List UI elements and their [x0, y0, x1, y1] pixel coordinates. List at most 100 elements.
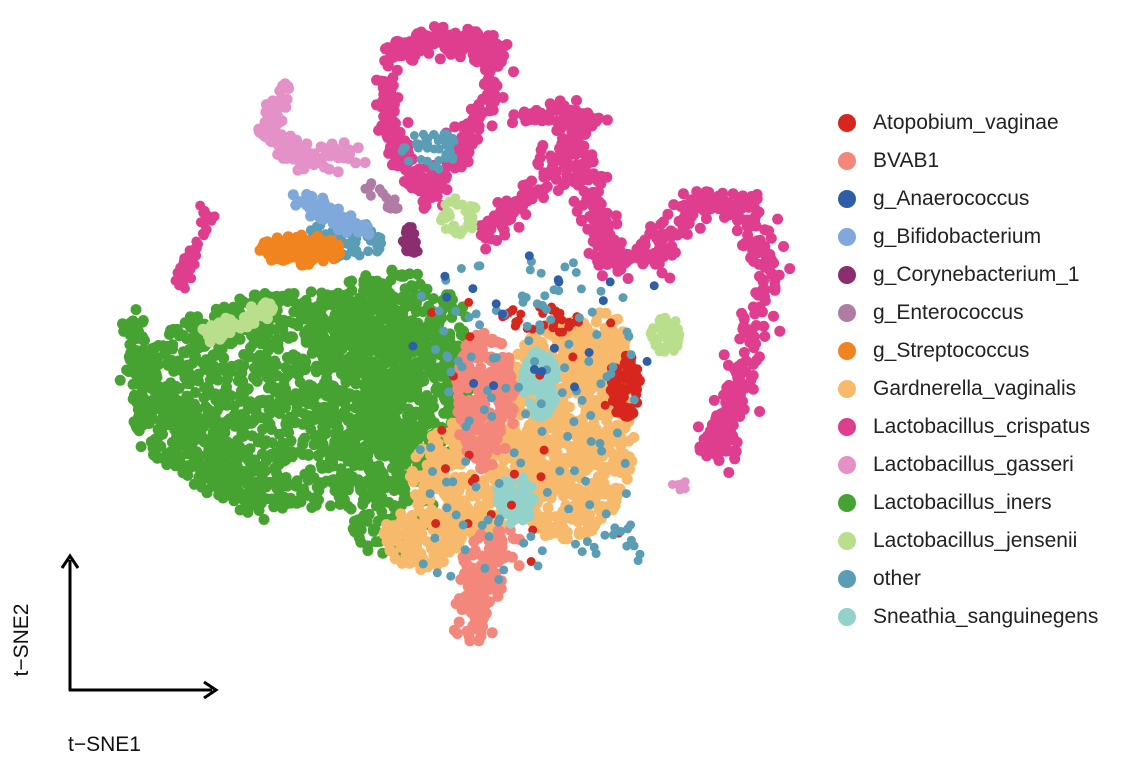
scatter-point [429, 30, 440, 42]
scatter-point [153, 340, 165, 351]
scatter-point [434, 53, 446, 65]
scatter-point [114, 374, 126, 386]
scatter-points [114, 21, 796, 647]
scatter-point [595, 170, 607, 182]
scatter-point [328, 350, 340, 362]
scatter-point [424, 189, 436, 200]
scatter-point [375, 314, 387, 326]
scatter-point [717, 198, 729, 210]
scatter-point [550, 395, 561, 406]
scatter-point [196, 481, 208, 493]
scatter-point [413, 321, 425, 333]
scatter-point [178, 440, 190, 452]
scatter-point [402, 495, 414, 507]
scatter-point [137, 316, 149, 328]
scatter-point [346, 302, 358, 314]
scatter-point [492, 336, 503, 348]
scatter-point [403, 387, 415, 399]
scatter-point [315, 299, 327, 311]
scatter-point [481, 492, 493, 504]
scatter-point [474, 111, 486, 123]
scatter-point [747, 383, 759, 395]
scatter-point [551, 447, 563, 459]
scatter-point [764, 261, 775, 273]
scatter-point [420, 408, 432, 420]
scatter-point [331, 409, 343, 421]
scatter-point [685, 202, 697, 214]
scatter-point [754, 406, 766, 417]
scatter-point [304, 391, 316, 403]
scatter-point [379, 346, 391, 358]
scatter-point [426, 430, 438, 442]
scatter-point [610, 347, 622, 359]
scatter-point [177, 467, 189, 479]
scatter-point [390, 340, 402, 352]
scatter-point [352, 367, 364, 379]
scatter-point [242, 351, 254, 363]
scatter-point [480, 243, 492, 255]
scatter-point [694, 222, 706, 234]
scatter-point [118, 325, 130, 337]
scatter-point [352, 317, 364, 329]
scatter-point [373, 124, 385, 136]
scatter-point [572, 483, 584, 495]
scatter-point [553, 527, 565, 539]
scatter-point [572, 131, 584, 143]
scatter-point [211, 404, 223, 416]
scatter-point [348, 339, 360, 350]
scatter-point [316, 325, 328, 337]
scatter-point [754, 270, 765, 282]
scatter-point [342, 429, 353, 440]
scatter-point [200, 460, 212, 472]
scatter-point [286, 451, 298, 463]
scatter-point [478, 599, 490, 611]
scatter-point [256, 397, 268, 409]
scatter-point [358, 452, 370, 464]
scatter-point [731, 436, 743, 448]
scatter-point [226, 360, 238, 372]
scatter-point [716, 431, 728, 443]
scatter-point [414, 179, 426, 191]
scatter-point [277, 437, 289, 449]
scatter-point [373, 486, 385, 498]
scatter-point [167, 355, 178, 367]
scatter-point [411, 537, 423, 549]
scatter-point [137, 334, 149, 346]
scatter-point [314, 429, 326, 440]
scatter-point [731, 405, 743, 416]
scatter-point [329, 485, 341, 497]
scatter-point [430, 326, 442, 338]
scatter-point [387, 440, 399, 452]
scatter-point [588, 249, 600, 261]
scatter-point [493, 216, 505, 228]
scatter-point [596, 270, 608, 282]
scatter-point [209, 388, 221, 400]
scatter-point [718, 417, 730, 429]
scatter-point [540, 511, 552, 523]
scatter-point [478, 327, 490, 339]
scatter-point [377, 82, 389, 94]
scatter-point [157, 382, 169, 394]
scatter-point [359, 405, 371, 417]
scatter-point [184, 313, 196, 325]
scatter-point [409, 489, 421, 501]
scatter-point [299, 432, 311, 444]
scatter-point [645, 221, 657, 233]
scatter-point [731, 225, 743, 237]
scatter-point [239, 385, 251, 397]
scatter-point [605, 447, 617, 459]
scatter-point [430, 547, 442, 559]
scatter-point [599, 216, 611, 227]
scatter-point [130, 304, 142, 316]
scatter-point [388, 291, 400, 303]
scatter-point [363, 463, 375, 475]
scatter-point [369, 391, 381, 403]
scatter-point [199, 382, 211, 394]
scatter-point [778, 241, 789, 252]
scatter-point [664, 272, 676, 284]
scatter-point [723, 467, 735, 478]
scatter-point [204, 365, 216, 377]
scatter-point [590, 200, 602, 212]
scatter-point [738, 347, 750, 358]
scatter-point [397, 39, 409, 51]
